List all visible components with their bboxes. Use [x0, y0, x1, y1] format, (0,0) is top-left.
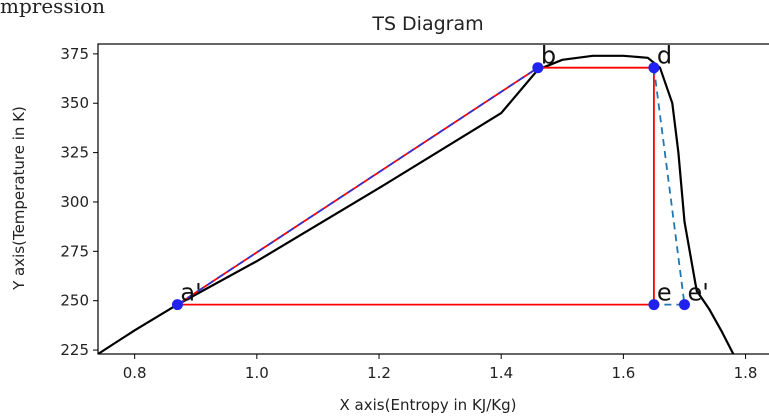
x-tick-label: 1.6	[611, 364, 635, 382]
chart-title: TS Diagram	[371, 13, 483, 35]
point-label: b	[541, 42, 556, 70]
points-layer: a' b d e e'	[171, 42, 709, 311]
plot-frame	[97, 43, 769, 355]
caption-text: mpression	[0, 0, 106, 18]
y-tick-label: 225	[60, 341, 89, 359]
point-label: a'	[180, 279, 201, 307]
y-axis-title: Y axis(Temperature in K)	[10, 106, 28, 291]
y-tick-label: 275	[60, 242, 89, 260]
point-marker	[678, 299, 690, 311]
point-marker	[532, 62, 544, 74]
point-label: e'	[687, 279, 708, 307]
cycle-line-lightblue-dashed	[653, 67, 686, 306]
y-tick-label: 300	[60, 193, 89, 211]
y-tick-label: 325	[60, 144, 89, 162]
y-tick-label: 250	[60, 292, 89, 310]
point-marker	[648, 62, 660, 74]
x-tick-label: 1.4	[489, 364, 513, 382]
point-marker	[648, 299, 660, 311]
x-tick-label: 0.8	[123, 364, 147, 382]
y-tick-label: 350	[60, 94, 89, 112]
x-tick-label: 1.8	[734, 364, 758, 382]
x-tick-label: 1.0	[245, 364, 269, 382]
cycle-line-red	[176, 66, 655, 306]
x-axis-title: X axis(Entropy in KJ/Kg)	[340, 396, 517, 414]
x-tick-label: 1.2	[367, 364, 391, 382]
ticks-layer: 0.8 1.0 1.2 1.4 1.6 1.8 225 250 275 300 325 350 375	[60, 45, 757, 382]
series-layer	[98, 54, 735, 354]
point-label: e	[657, 279, 672, 307]
y-tick-label: 375	[60, 45, 89, 63]
point-label: d	[657, 42, 672, 70]
point-marker	[171, 299, 183, 311]
saturation-curve-line	[98, 54, 735, 354]
